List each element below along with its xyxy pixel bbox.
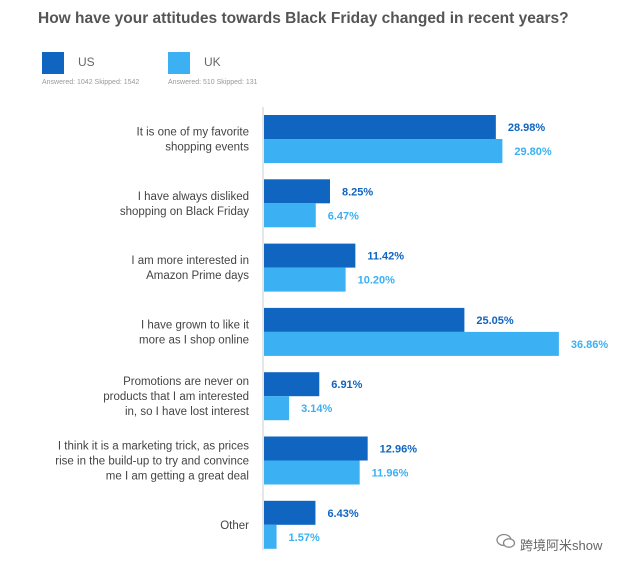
bar-us [264, 500, 316, 525]
data-label-us: 12.96% [380, 444, 418, 456]
bar-uk [264, 267, 346, 292]
legend-meta-us: Answered: 1042 Skipped: 1542 [42, 79, 140, 86]
category-label: in, so I have lost interest [125, 406, 250, 418]
data-label-uk: 6.47% [328, 210, 359, 222]
category-label: rise in the build-up to try and convince [55, 456, 249, 468]
category-label: I have always disliked [138, 191, 249, 203]
data-label-uk: 29.80% [514, 146, 552, 158]
category-label: Amazon Prime days [146, 270, 249, 282]
bar-us [264, 243, 356, 268]
category-label: I have grown to like it [141, 319, 250, 331]
data-label-us: 6.91% [331, 379, 362, 391]
category-label: products that I am interested [103, 391, 249, 403]
bar-us [264, 179, 330, 204]
bar-uk [264, 331, 559, 356]
chart-title: How have your attitudes towards Black Fr… [38, 10, 569, 27]
legend-label-us: US [78, 55, 95, 69]
legend-swatch-us [42, 52, 64, 74]
bar-us [264, 436, 368, 461]
data-label-us: 6.43% [327, 508, 358, 520]
data-label-uk: 3.14% [301, 403, 332, 415]
category-label: me I am getting a great deal [106, 471, 249, 483]
bar-uk [264, 139, 503, 163]
data-label-us: 11.42% [367, 251, 404, 263]
data-label-us: 28.98% [508, 122, 546, 134]
data-label-uk: 1.57% [289, 532, 320, 544]
category-label: more as I shop online [139, 334, 249, 346]
legend-meta-uk: Answered: 510 Skipped: 131 [168, 79, 258, 86]
data-label-us: 25.05% [476, 315, 514, 327]
bar-uk [264, 396, 290, 421]
category-label: shopping events [165, 142, 249, 154]
category-label: Other [220, 520, 249, 532]
data-label-uk: 10.20% [358, 275, 396, 287]
category-label: shopping on Black Friday [120, 206, 249, 218]
legend-swatch-uk [168, 52, 190, 74]
data-label-us: 8.25% [342, 186, 373, 198]
bar-us [264, 372, 320, 397]
data-label-uk: 11.96% [372, 468, 409, 480]
bar-us [264, 307, 465, 332]
wechat-icon [496, 533, 516, 548]
category-label: Promotions are never on [123, 376, 249, 388]
bar-uk [264, 524, 277, 549]
category-label: I think it is a marketing trick, as pric… [58, 441, 249, 453]
category-label: It is one of my favorite [137, 127, 250, 139]
legend-label-uk: UK [204, 55, 221, 69]
bar-uk [264, 203, 316, 228]
data-label-uk: 36.86% [571, 339, 609, 351]
watermark: 跨境阿米show [520, 538, 603, 553]
bar-uk [264, 460, 360, 485]
bar-us [264, 115, 496, 139]
category-label: I am more interested in [131, 255, 249, 267]
